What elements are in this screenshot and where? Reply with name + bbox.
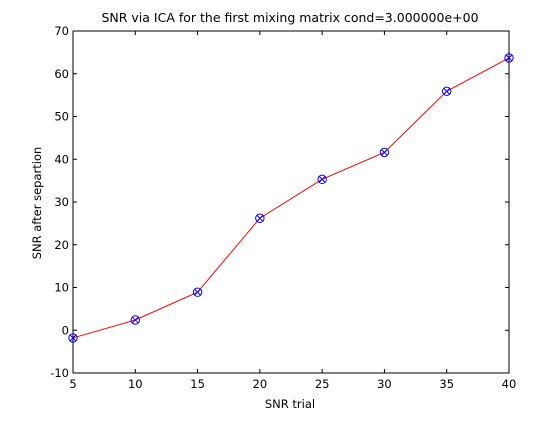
x-tick-label: 5 bbox=[69, 377, 76, 391]
plot-area: 5 10 15 20 25 30 35 40 -10 0 10 20 30 40 50 60 70 bbox=[50, 24, 516, 391]
x-tick-label: 20 bbox=[253, 377, 268, 391]
y-tick-label: -10 bbox=[50, 366, 69, 380]
y-tick-label: 50 bbox=[54, 110, 69, 124]
data-point-marker bbox=[68, 333, 78, 343]
data-point-marker bbox=[192, 287, 203, 297]
x-tick-label: 30 bbox=[377, 377, 392, 391]
x-tick-label: 35 bbox=[439, 377, 454, 391]
data-point-marker bbox=[379, 147, 390, 158]
chart-title: SNR via ICA for the first mixing matrix … bbox=[101, 10, 478, 25]
data-point-marker bbox=[255, 213, 265, 223]
y-tick-label: 20 bbox=[54, 238, 69, 252]
y-axis-label: SNR after separtion bbox=[30, 147, 44, 260]
y-tick-label: 40 bbox=[54, 152, 69, 166]
x-tick-label: 25 bbox=[315, 377, 330, 391]
x-tick-label: 15 bbox=[190, 377, 205, 391]
data-point-marker bbox=[504, 53, 514, 63]
y-tick-label: 60 bbox=[54, 67, 69, 81]
data-point-marker bbox=[130, 315, 140, 325]
y-tick-label: 0 bbox=[62, 323, 69, 337]
x-tick-label: 10 bbox=[128, 377, 143, 391]
series-line bbox=[72, 57, 510, 339]
data-point-marker bbox=[442, 86, 452, 96]
data-point-marker bbox=[317, 174, 327, 185]
y-tick-label: 70 bbox=[54, 24, 69, 38]
x-tick-label: 40 bbox=[502, 377, 517, 391]
y-tick-label: 30 bbox=[54, 195, 69, 209]
axes-frame bbox=[72, 30, 510, 374]
x-axis-label: SNR trial bbox=[265, 397, 315, 411]
y-tick-label: 10 bbox=[54, 281, 69, 295]
